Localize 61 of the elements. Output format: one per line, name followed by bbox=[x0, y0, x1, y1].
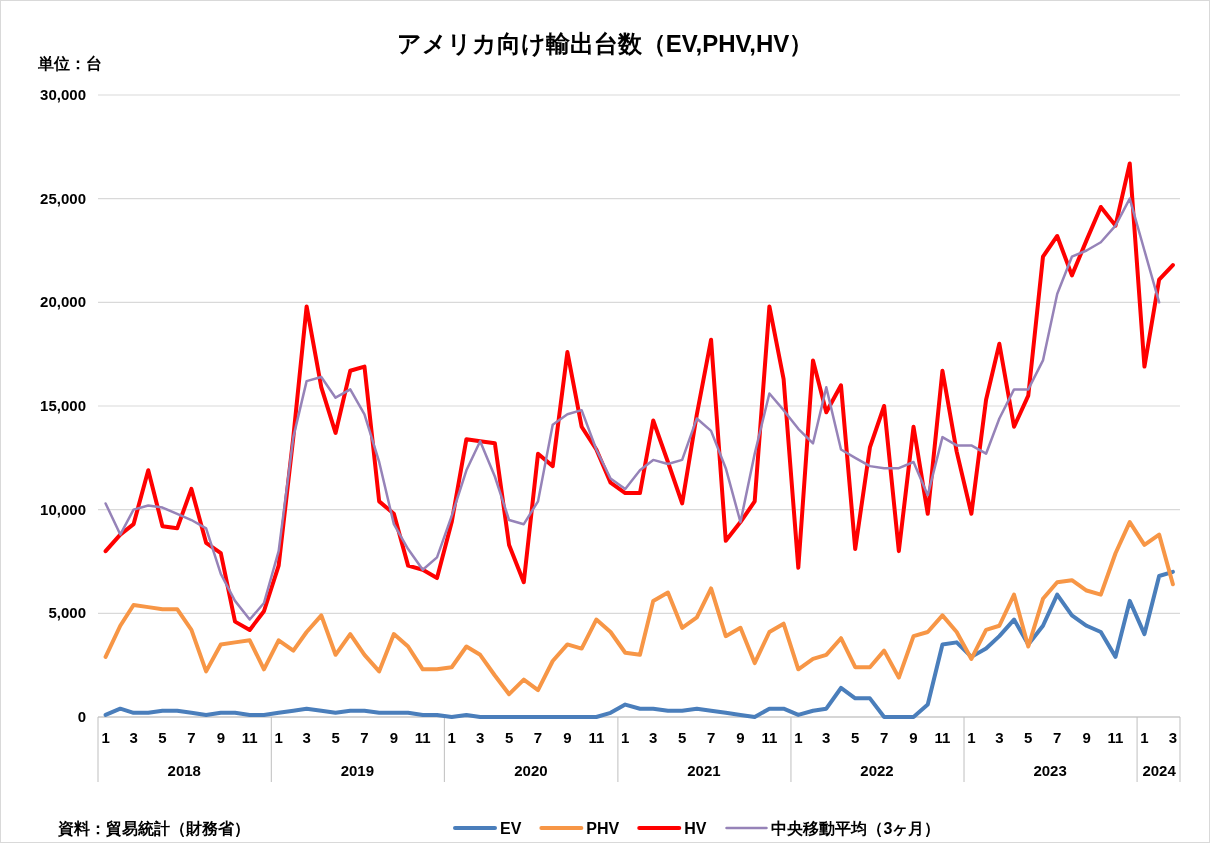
x-tick-label: 11 bbox=[588, 729, 605, 746]
x-tick-label: 9 bbox=[216, 729, 225, 746]
legend-label: PHV bbox=[586, 820, 620, 837]
x2-tick-label: 2021 bbox=[687, 762, 721, 779]
x-tick-label: 5 bbox=[331, 729, 340, 746]
x-tick-label: 9 bbox=[909, 729, 918, 746]
y-tick-label: 0 bbox=[77, 708, 86, 725]
legend-label: 中央移動平均（3ヶ月） bbox=[771, 820, 941, 838]
x-tick-label: 3 bbox=[1168, 729, 1178, 746]
x-tick-label: 7 bbox=[1053, 729, 1062, 746]
x-tick-label: 11 bbox=[761, 729, 778, 746]
x-tick-label: 11 bbox=[414, 729, 431, 746]
x-tick-label: 7 bbox=[187, 729, 196, 746]
y-tick-label: 10,000 bbox=[40, 500, 86, 518]
x-tick-label: 1 bbox=[101, 729, 110, 746]
x-tick-label: 7 bbox=[533, 729, 543, 746]
x-tick-label: 5 bbox=[1024, 729, 1033, 746]
x2-tick-label: 2018 bbox=[167, 762, 201, 779]
y-tick-label: 20,000 bbox=[40, 293, 86, 311]
x-tick-label: 3 bbox=[649, 729, 658, 746]
x2-tick-label: 2020 bbox=[514, 762, 548, 779]
x2-tick-label: 2023 bbox=[1033, 762, 1067, 779]
x-tick-label: 11 bbox=[934, 729, 951, 746]
x-tick-label: 9 bbox=[1082, 729, 1091, 746]
x-tick-label: 3 bbox=[822, 729, 831, 746]
chart-title: アメリカ向け輸出台数（EV,PHV,HV） bbox=[396, 30, 814, 57]
x-tick-label: 1 bbox=[447, 729, 456, 746]
x-tick-label: 3 bbox=[129, 729, 138, 746]
x-tick-label: 9 bbox=[389, 729, 399, 746]
y-tick-label: 30,000 bbox=[40, 86, 86, 103]
y-axis-title: 単位：台 bbox=[37, 55, 102, 72]
x2-tick-label: 2022 bbox=[860, 762, 894, 779]
line-series bbox=[103, 520, 1175, 697]
legend-label: EV bbox=[500, 820, 522, 837]
x-tick-label: 11 bbox=[241, 729, 258, 746]
x-tick-label: 11 bbox=[1107, 729, 1124, 746]
x-tick-label: 9 bbox=[736, 729, 745, 746]
x-tick-label: 1 bbox=[274, 729, 283, 746]
x-tick-label: 5 bbox=[504, 729, 514, 746]
x-tick-label: 7 bbox=[360, 729, 369, 746]
x-tick-label: 1 bbox=[621, 729, 630, 746]
line-series bbox=[103, 569, 1175, 719]
x-tick-label: 1 bbox=[967, 729, 976, 746]
y-tick-label: 25,000 bbox=[40, 189, 86, 207]
x-tick-label: 1 bbox=[1140, 729, 1149, 746]
x-tick-label: 5 bbox=[677, 729, 687, 746]
x-tick-label: 3 bbox=[995, 729, 1004, 746]
x2-tick-label: 2024 bbox=[1142, 762, 1177, 779]
x-tick-label: 3 bbox=[302, 729, 311, 746]
x-tick-label: 9 bbox=[563, 729, 572, 746]
x-tick-label: 1 bbox=[794, 729, 803, 746]
legend-label: HV bbox=[684, 820, 707, 837]
y-tick-label: 15,000 bbox=[40, 397, 86, 414]
x2-tick-label: 2019 bbox=[340, 762, 375, 779]
text: 資料：貿易統計（財務省） bbox=[57, 820, 250, 838]
y-tick-label: 5,000 bbox=[48, 604, 86, 622]
x-tick-label: 7 bbox=[706, 729, 716, 746]
x-tick-label: 3 bbox=[475, 729, 485, 746]
x-tick-label: 5 bbox=[158, 729, 167, 746]
x-tick-label: 7 bbox=[879, 729, 889, 746]
x-tick-label: 5 bbox=[851, 729, 860, 746]
